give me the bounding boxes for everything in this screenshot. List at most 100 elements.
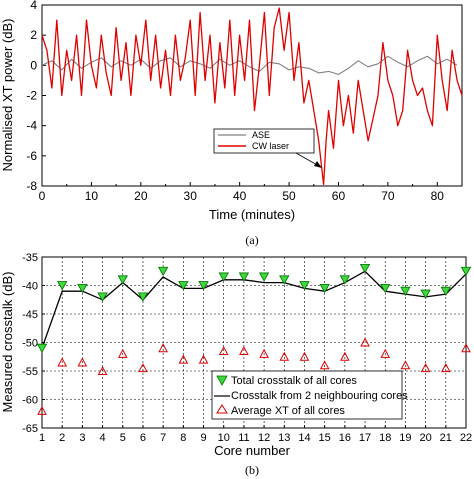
- chart-a-xlabel: Time (minutes): [209, 207, 295, 222]
- series-avg-point: [420, 363, 431, 373]
- chart-b-xtick-label: 2: [59, 432, 65, 444]
- series-avg-point: [117, 348, 128, 358]
- series-total-point: [97, 292, 108, 302]
- series-avg-point: [239, 345, 249, 356]
- series-avg-point: [37, 405, 47, 415]
- series-avg-point: [198, 354, 209, 364]
- chart-b-ytick-label: -60: [22, 395, 38, 407]
- series-total-point: [319, 283, 330, 294]
- chart-b-xtick-label: 12: [258, 432, 270, 444]
- legend-neighbour-label: Crosstalk from 2 neighbouring cores: [231, 390, 408, 402]
- chart-b-xlabel: Core number: [214, 443, 291, 458]
- series-avg-point: [138, 363, 148, 373]
- chart-b-xtick-label: 10: [218, 432, 230, 444]
- chart-a-xtick-label: 40: [233, 189, 247, 203]
- chart-b-xtick-label: 19: [399, 432, 411, 444]
- series-total-point: [117, 275, 128, 285]
- chart-b-xtick-label: 22: [460, 432, 472, 444]
- series-avg-point: [380, 348, 391, 358]
- chart-a-xtick-label: 20: [134, 189, 148, 203]
- chart-b-xtick-label: 1: [39, 432, 45, 444]
- chart-b-xtick-label: 14: [298, 432, 310, 444]
- series-avg-point: [57, 357, 68, 367]
- chart-b-ytick-label: -40: [22, 281, 38, 293]
- chart-b-xtick-label: 20: [419, 432, 431, 444]
- chart-a-legend-box: [213, 128, 315, 154]
- chart-b-ytick-label: -65: [22, 423, 38, 435]
- legend-avg-marker: [216, 404, 228, 414]
- chart-b-xtick-label: 21: [440, 432, 452, 444]
- series-avg-point: [360, 337, 370, 347]
- chart-a-xtick-label: 10: [85, 189, 99, 203]
- legend-arrow: [295, 152, 320, 167]
- series-ase-line: [41, 55, 458, 75]
- legend-avg-label: Average XT of all cores: [231, 405, 345, 417]
- chart-a-ylabel: Normalised XT power (dB): [0, 19, 15, 172]
- chart-b-xtick-label: 16: [339, 432, 351, 444]
- chart-a-series: [41, 7, 463, 186]
- series-total-point: [299, 281, 310, 291]
- chart-b-xtick-label: 9: [200, 432, 206, 444]
- chart-b-ylabel: Measured crosstalk (dB): [0, 272, 15, 413]
- chart-a-caption: (a): [245, 233, 258, 247]
- series-avg-point: [97, 365, 108, 375]
- chart-b-caption: (b): [245, 463, 259, 477]
- chart-b-ticks: 1 2 3 4 5 6 7 8 9 10 11 12 13 14 15 16 17 18 19 20 21 22-35-4…: [22, 252, 472, 444]
- chart-b-xtick-label: 7: [160, 432, 166, 444]
- series-total-point: [77, 283, 88, 294]
- chart-a-ytick-label: -8: [26, 179, 37, 193]
- chart-a-xtick-label: 80: [431, 189, 445, 203]
- chart-b-xtick-label: 4: [100, 432, 106, 444]
- chart-b-xtick-label: 13: [278, 432, 290, 444]
- chart-a-xtick-label: 0: [39, 189, 46, 203]
- series-avg-point: [440, 363, 451, 373]
- series-total-point: [400, 286, 411, 297]
- series-avg-point: [77, 357, 88, 367]
- series-total-point: [339, 275, 351, 285]
- series-total-point: [198, 281, 209, 291]
- series-avg-point: [218, 345, 229, 356]
- series-avg-point: [461, 343, 471, 353]
- series-total-point: [420, 289, 431, 299]
- legend-arrow-head: [314, 161, 322, 168]
- chart-a-xtick-label: 60: [332, 189, 346, 203]
- series-total-point: [359, 263, 371, 274]
- chart-a-frame: [41, 4, 463, 187]
- series-avg-point: [178, 354, 189, 364]
- series-total-point: [460, 266, 472, 277]
- chart-b-xtick-label: 11: [238, 432, 249, 444]
- series-cw-laser-line: [41, 7, 463, 186]
- legend-total-label: Total crosstalk of all cores: [231, 375, 357, 387]
- chart-b-xtick-label: 8: [180, 432, 186, 444]
- series-avg-point: [319, 360, 330, 370]
- chart-b-xtick-label: 3: [79, 432, 85, 444]
- chart-a-xtick-label: 30: [184, 189, 198, 203]
- chart-b-xtick-label: 5: [120, 432, 126, 444]
- series-avg-point: [158, 343, 168, 353]
- legend-ase-label: ASE: [252, 130, 270, 140]
- series-avg-point: [299, 351, 310, 361]
- chart-b-xtick-label: 6: [140, 432, 146, 444]
- series-total-point: [157, 266, 169, 277]
- chart-a-ytick-label: -6: [26, 149, 37, 163]
- series-avg-point: [279, 351, 290, 361]
- series-total-point: [258, 272, 270, 282]
- series-total-point: [57, 281, 68, 291]
- series-avg-point: [340, 351, 350, 361]
- chart-b-legend: Total crosstalk of all cores Crosstalk f…: [211, 370, 408, 420]
- series-total-point: [380, 283, 391, 294]
- chart-b-legend-box: [211, 370, 403, 420]
- series-avg-point: [259, 348, 269, 358]
- chart-a-ytick-label: -4: [26, 119, 37, 133]
- chart-b-series: [36, 263, 472, 415]
- chart-a-ytick-label: 2: [30, 28, 37, 42]
- series-total-point: [178, 281, 189, 291]
- chart-b-ytick-label: -35: [22, 252, 38, 264]
- series-avg-point: [400, 360, 411, 370]
- series-total-point: [279, 275, 290, 285]
- series-total-point: [238, 272, 250, 282]
- chart-a-ytick-label: 0: [30, 58, 37, 72]
